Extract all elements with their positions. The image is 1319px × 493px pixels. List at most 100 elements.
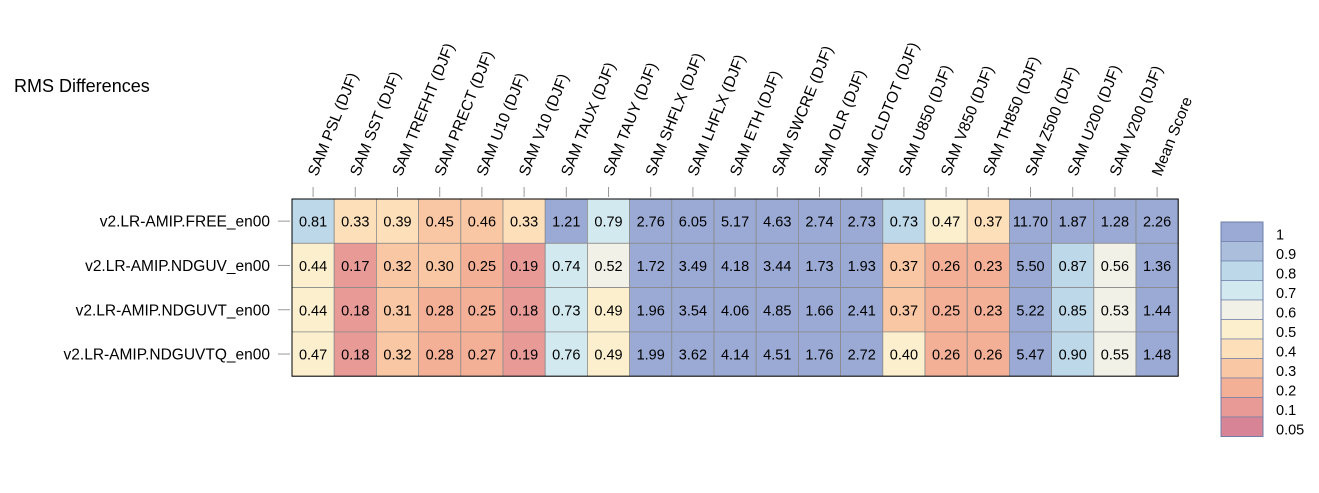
cell-value-label: 0.33 bbox=[510, 215, 538, 231]
cell-value-label: 11.70 bbox=[1013, 215, 1048, 231]
cell-value-label: 3.54 bbox=[679, 303, 707, 319]
heatmap-cell bbox=[291, 198, 335, 244]
colorbar-label: 0.1 bbox=[1276, 403, 1296, 419]
cell-value-label: 0.37 bbox=[974, 215, 1002, 231]
cell-value-label: 0.18 bbox=[510, 303, 538, 319]
cell-value-label: 1.72 bbox=[637, 259, 665, 275]
heatmap-cell bbox=[629, 242, 673, 289]
heatmap-cell bbox=[291, 331, 335, 377]
heatmap-cell bbox=[671, 242, 715, 289]
cell-value-label: 0.26 bbox=[974, 348, 1002, 364]
cell-value-label: 1.36 bbox=[1143, 259, 1171, 275]
heatmap-cell bbox=[924, 331, 968, 377]
cell-value-label: 2.74 bbox=[805, 215, 833, 231]
heatmap-cell bbox=[502, 287, 546, 333]
colorbar-swatch bbox=[1220, 319, 1264, 340]
cell-value-label: 5.17 bbox=[721, 215, 749, 231]
heatmap-cell bbox=[544, 198, 588, 244]
cell-value-label: 0.44 bbox=[299, 259, 327, 275]
heatmap-cell bbox=[333, 242, 377, 289]
heatmap-cell bbox=[460, 242, 504, 289]
heatmap-cell bbox=[798, 331, 842, 377]
cell-value-label: 0.31 bbox=[383, 303, 411, 319]
cell-value-label: 4.14 bbox=[721, 348, 749, 364]
cell-value-label: 6.05 bbox=[679, 215, 707, 231]
heatmap-cell bbox=[460, 331, 504, 377]
colorbar-label: 0.3 bbox=[1276, 364, 1296, 380]
heatmap-cell bbox=[544, 242, 588, 289]
cell-value-label: 0.73 bbox=[552, 303, 580, 319]
cell-value-label: 0.46 bbox=[468, 215, 496, 231]
cell-value-label: 3.49 bbox=[679, 259, 707, 275]
colorbar-swatch bbox=[1220, 221, 1264, 242]
heatmap-cell bbox=[291, 242, 335, 289]
heatmap-cell bbox=[840, 331, 884, 377]
cell-value-label: 0.19 bbox=[510, 348, 538, 364]
cell-value-label: 0.26 bbox=[932, 259, 960, 275]
heatmap-cell bbox=[333, 287, 377, 333]
heatmap-cell bbox=[333, 331, 377, 377]
cell-value-label: 0.49 bbox=[594, 303, 622, 319]
cell-value-label: 0.28 bbox=[426, 303, 454, 319]
column-labels: SAM PSL (DJF)SAM SST (DJF)SAM TREFHT (DJ… bbox=[305, 40, 1196, 197]
heatmap-cell bbox=[418, 242, 462, 289]
heatmap-cell bbox=[924, 198, 968, 244]
cell-value-label: 2.73 bbox=[848, 215, 876, 231]
heatmap-cell bbox=[755, 331, 799, 377]
heatmap-cell bbox=[375, 198, 419, 244]
cell-value-label: 1.44 bbox=[1143, 303, 1171, 319]
cell-value-label: 4.06 bbox=[721, 303, 749, 319]
heatmap-cell bbox=[544, 287, 588, 333]
heatmap-cell bbox=[587, 198, 631, 244]
row-label: v2.LR-AMIP.NDGUVT_en00 bbox=[76, 302, 271, 319]
heatmap-cell bbox=[966, 287, 1010, 333]
cell-value-label: 1.66 bbox=[805, 303, 833, 319]
cell-value-label: 5.47 bbox=[1016, 348, 1044, 364]
heatmap-cells: 0.81 0.33 0.39 0.45 0.46 0.33 1.21 0.79 2.76 6.05… bbox=[291, 198, 1179, 377]
heatmap-cell bbox=[755, 242, 799, 289]
colorbar-label: 0.4 bbox=[1276, 345, 1296, 361]
cell-value-label: 2.76 bbox=[637, 215, 665, 231]
cell-value-label: 5.50 bbox=[1016, 259, 1044, 275]
colorbar-label: 1 bbox=[1276, 228, 1284, 244]
heatmap-cell bbox=[882, 331, 926, 377]
colorbar-swatch bbox=[1220, 280, 1264, 301]
heatmap-cell bbox=[460, 287, 504, 333]
cell-value-label: 4.63 bbox=[763, 215, 791, 231]
cell-value-label: 2.72 bbox=[848, 348, 876, 364]
heatmap-cell bbox=[840, 242, 884, 289]
heatmap-cell bbox=[798, 242, 842, 289]
colorbar-swatch bbox=[1220, 299, 1264, 320]
heatmap-cell bbox=[671, 287, 715, 333]
heatmap-cell bbox=[713, 287, 757, 333]
cell-value-label: 0.23 bbox=[974, 303, 1002, 319]
cell-value-label: 0.76 bbox=[552, 348, 580, 364]
cell-value-label: 0.37 bbox=[890, 259, 918, 275]
row-label: v2.LR-AMIP.NDGUV_en00 bbox=[85, 258, 270, 275]
cell-value-label: 0.19 bbox=[510, 259, 538, 275]
cell-value-label: 2.41 bbox=[848, 303, 876, 319]
heatmap-cell bbox=[1093, 198, 1137, 244]
colorbar-label: 0.9 bbox=[1276, 247, 1296, 263]
colorbar-label: 0.2 bbox=[1276, 384, 1296, 400]
colorbar-swatch bbox=[1220, 397, 1264, 418]
cell-value-label: 1.99 bbox=[637, 348, 665, 364]
cell-value-label: 0.44 bbox=[299, 303, 327, 319]
cell-value-label: 0.49 bbox=[594, 348, 622, 364]
cell-value-label: 0.26 bbox=[932, 348, 960, 364]
cell-value-label: 1.87 bbox=[1059, 215, 1087, 231]
cell-value-label: 0.79 bbox=[594, 215, 622, 231]
heatmap-cell bbox=[1051, 331, 1095, 377]
heatmap-cell bbox=[882, 242, 926, 289]
cell-value-label: 4.51 bbox=[763, 348, 791, 364]
colorbar: 1 0.9 0.8 0.7 0.6 0.5 0.4 0.3 0.2 0.1 0.05 bbox=[1220, 221, 1304, 439]
cell-value-label: 0.25 bbox=[932, 303, 960, 319]
column-label: Mean Score bbox=[1149, 95, 1196, 179]
colorbar-swatch bbox=[1220, 416, 1264, 437]
colorbar-swatch bbox=[1220, 338, 1264, 359]
cell-value-label: 0.81 bbox=[299, 215, 327, 231]
cell-value-label: 1.73 bbox=[805, 259, 833, 275]
heatmap-cell bbox=[1093, 242, 1137, 289]
cell-value-label: 0.45 bbox=[426, 215, 454, 231]
colorbar-swatch bbox=[1220, 358, 1264, 379]
